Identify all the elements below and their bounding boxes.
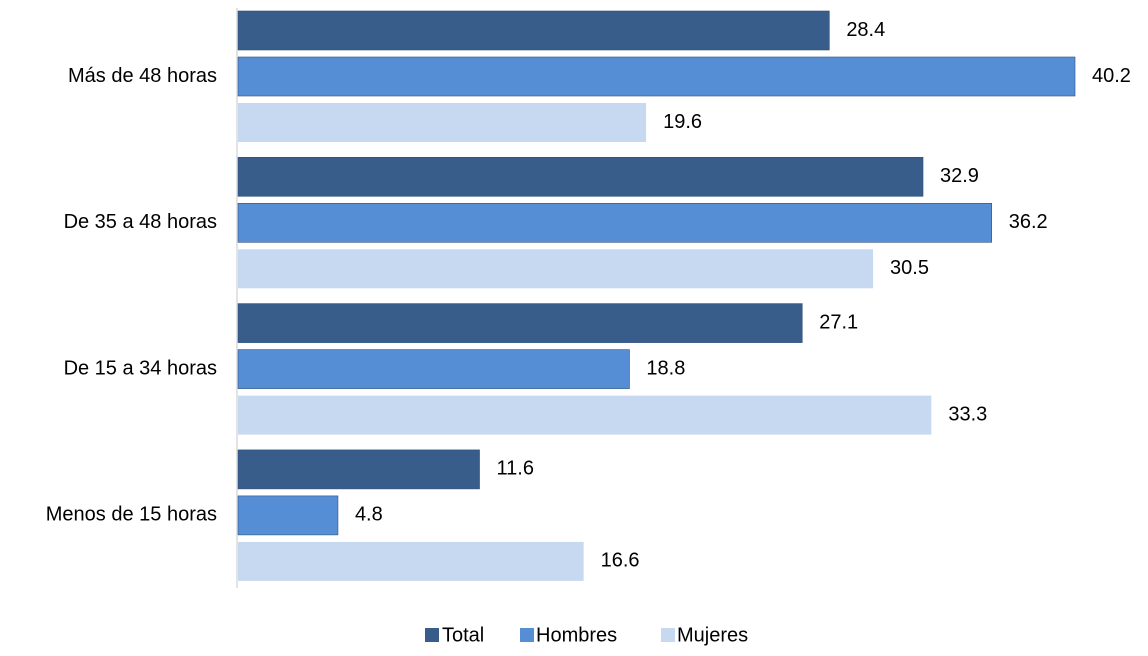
- bar-hombres-de-15-a-34-horas: [237, 349, 630, 389]
- legend-swatch-hombres: [520, 628, 534, 642]
- legend-label-hombres: Hombres: [536, 624, 617, 646]
- bar-hombres-menos-de-15-horas: [237, 495, 339, 536]
- bar-total-de-15-a-34-horas: [237, 303, 803, 343]
- category-label-de-35-a-48-horas: De 35 a 48 horas: [64, 211, 217, 233]
- value-label-mujeres-de-15-a-34-horas: 33.3: [948, 403, 987, 425]
- legend-swatch-total: [425, 628, 439, 642]
- bar-hombres-de-35-a-48-horas: [237, 203, 993, 243]
- value-label-total-de-15-a-34-horas: 27.1: [819, 311, 858, 333]
- value-label-hombres-de-35-a-48-horas: 36.2: [1009, 211, 1048, 233]
- bar-hombres-mas-de-48-horas: [237, 56, 1076, 97]
- value-label-mujeres-menos-de-15-horas: 16.6: [601, 550, 640, 572]
- legend-swatch-mujeres: [661, 628, 675, 642]
- bar-mujeres-de-35-a-48-horas: [238, 249, 874, 289]
- bar-mujeres-menos-de-15-horas: [238, 541, 584, 581]
- value-label-hombres-menos-de-15-horas: 4.8: [355, 504, 383, 526]
- value-label-total-mas-de-48-horas: 28.4: [846, 19, 885, 41]
- bar-mujeres-mas-de-48-horas: [238, 103, 647, 142]
- category-label-mas-de-48-horas: Más de 48 horas: [68, 65, 217, 87]
- bar-total-mas-de-48-horas: [237, 10, 830, 51]
- value-label-mujeres-mas-de-48-horas: 19.6: [663, 111, 702, 133]
- category-label-de-15-a-34-horas: De 15 a 34 horas: [64, 357, 217, 379]
- value-label-total-de-35-a-48-horas: 32.9: [940, 165, 979, 187]
- legend-label-total: Total: [442, 624, 484, 646]
- labels-layer: Más de 48 horas 28.4 40.2 19.6 De 35 a 48 ho…: [46, 19, 1131, 572]
- bars-layer: [237, 10, 1076, 581]
- bar-total-menos-de-15-horas: [237, 449, 480, 490]
- bar-mujeres-de-15-a-34-horas: [238, 395, 932, 435]
- value-label-mujeres-de-35-a-48-horas: 30.5: [890, 257, 929, 279]
- bar-total-de-35-a-48-horas: [237, 157, 924, 197]
- legend: Total Hombres Mujeres: [425, 624, 748, 646]
- value-label-total-menos-de-15-horas: 11.6: [497, 458, 534, 480]
- legend-label-mujeres: Mujeres: [677, 624, 748, 646]
- category-label-menos-de-15-horas: Menos de 15 horas: [46, 504, 217, 526]
- value-label-hombres-de-15-a-34-horas: 18.8: [646, 357, 685, 379]
- value-label-hombres-mas-de-48-horas: 40.2: [1092, 65, 1131, 87]
